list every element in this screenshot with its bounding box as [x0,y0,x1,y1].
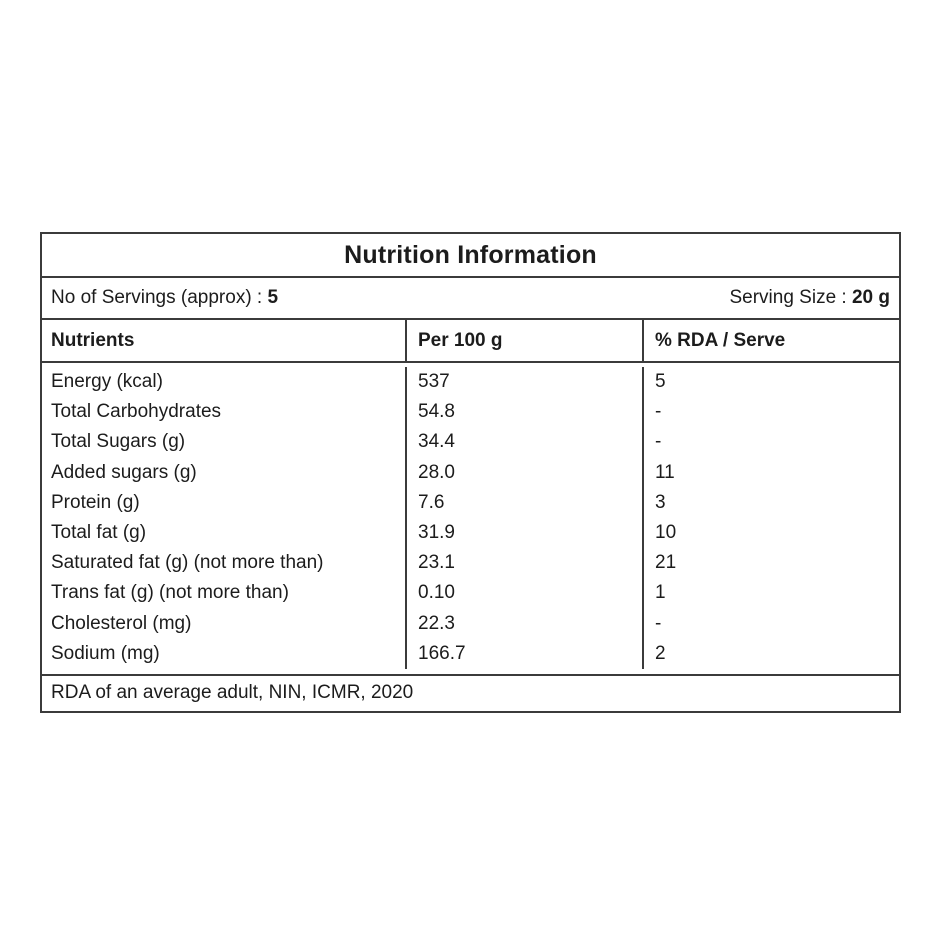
table-title: Nutrition Information [42,234,899,278]
nutrient-cell: Sodium (mg) [51,642,160,664]
nutrient-data-grid: Energy (kcal) 537 5 Total Carbohydrates 54.8… [42,363,899,676]
nutrient-cell: Protein (g) [51,491,140,513]
column-header-rda: % RDA / Serve [642,320,899,361]
servings-value: 5 [267,287,279,308]
nutrient-cell: Added sugars (g) [51,461,197,483]
rda-cell: - [642,608,899,639]
column-header-nutrients: Nutrients [51,329,135,351]
nutrient-cell: Total Sugars (g) [51,431,186,453]
rda-cell: 3 [642,487,899,518]
per100-cell: 23.1 [405,548,642,579]
rda-cell: 2 [642,638,899,669]
nutrient-cell: Cholesterol (mg) [51,612,192,634]
column-header-per100g: Per 100 g [405,320,642,361]
per100-cell: 54.8 [405,397,642,428]
nutrition-table: Nutrition Information No of Servings (ap… [40,232,901,713]
per100-cell: 34.4 [405,427,642,458]
nutrient-cell: Total fat (g) [51,522,147,544]
per100-cell: 28.0 [405,457,642,488]
per100-cell: 537 [405,367,642,398]
serving-size: Serving Size : 20 g [729,287,890,309]
rda-cell: 21 [642,548,899,579]
per100-cell: 0.10 [405,578,642,609]
rda-cell: 5 [642,367,899,398]
servings-label: No of Servings (approx) : [51,287,268,308]
per100-cell: 31.9 [405,517,642,549]
per100-cell: 166.7 [405,638,642,669]
serving-size-label: Serving Size : [729,287,852,308]
rda-cell: 1 [642,578,899,609]
serving-size-value: 20 g [851,287,890,308]
column-header-row: Nutrients Per 100 g % RDA / Serve [42,320,899,363]
rda-cell: 10 [642,517,899,549]
serving-info-row: No of Servings (approx) : 5 Serving Size… [42,278,899,320]
rda-footnote: RDA of an average adult, NIN, ICMR, 2020 [51,682,414,704]
per100-cell: 22.3 [405,608,642,639]
per100-cell: 7.6 [405,487,642,518]
nutrient-cell: Saturated fat (g) (not more than) [51,552,324,574]
nutrient-cell: Total Carbohydrates [51,401,222,423]
servings-count: No of Servings (approx) : 5 [51,287,278,309]
rda-cell: - [642,397,899,428]
nutrient-cell: Energy (kcal) [51,371,163,393]
rda-cell: 11 [642,457,899,488]
rda-cell: - [642,427,899,458]
nutrient-cell: Trans fat (g) (not more than) [51,582,289,604]
